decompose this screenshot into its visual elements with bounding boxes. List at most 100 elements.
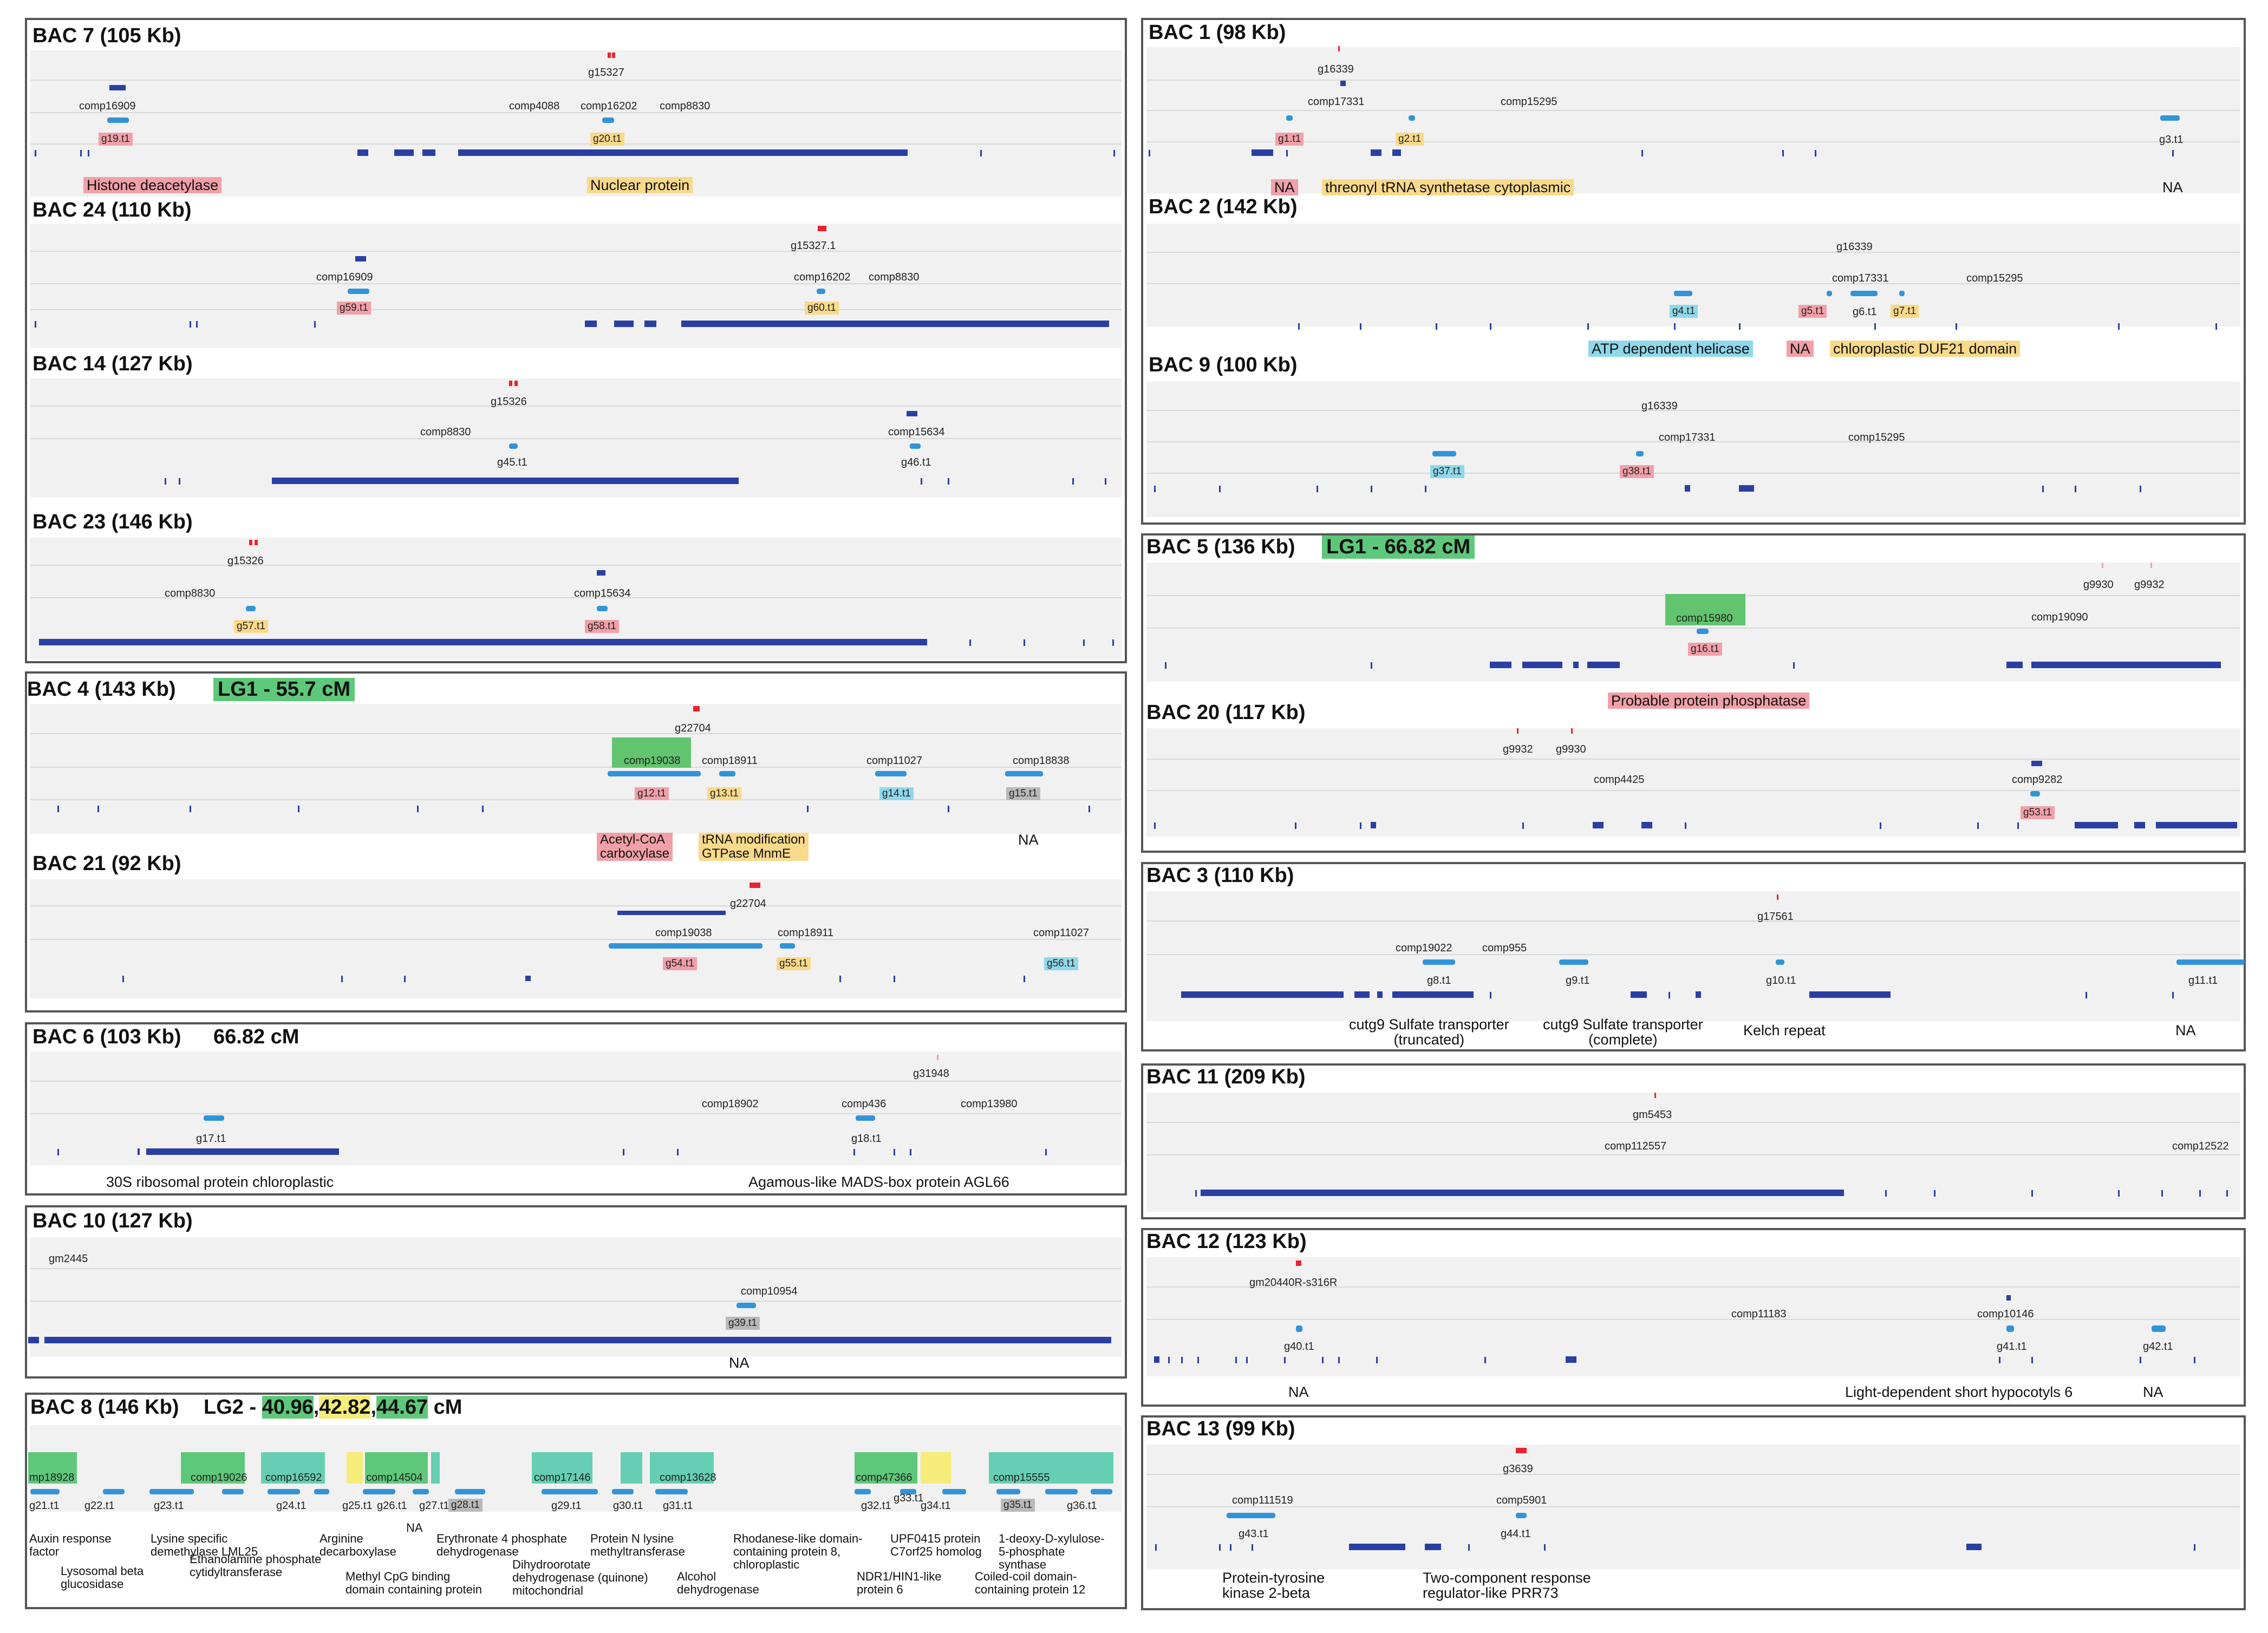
gene-label: comp15295 bbox=[1966, 272, 2023, 284]
scaffold-track bbox=[35, 149, 1115, 156]
track-rule bbox=[30, 283, 1122, 284]
marker bbox=[612, 53, 615, 58]
track-band bbox=[30, 1051, 1122, 1165]
gene-model bbox=[1827, 291, 1832, 296]
bac12-title: BAC 12 (123 Kb) bbox=[1146, 1230, 1307, 1253]
gene-label: g16339 bbox=[1641, 400, 1678, 412]
panel-bac13: BAC 13 (99 Kb) g3639 comp111519 comp5901… bbox=[1141, 1415, 2246, 1610]
scaffold-track bbox=[57, 806, 1090, 812]
annotation: Lysine specific demethylase LML25 bbox=[151, 1532, 258, 1558]
gene-label: comp955 bbox=[1482, 942, 1527, 954]
marker bbox=[937, 1055, 939, 1060]
gene-model bbox=[1286, 115, 1293, 121]
track-rule bbox=[30, 905, 1122, 906]
bac24-block: BAC 24 (110 Kb) g15327.1 comp16909 comp1… bbox=[27, 193, 1125, 350]
track-rule bbox=[1146, 1506, 2240, 1507]
marker bbox=[1654, 1093, 1656, 1098]
gene-model bbox=[719, 771, 735, 776]
bac1-block: BAC 1 (98 Kb) g16339 comp17331 comp15295… bbox=[1143, 20, 2244, 199]
annotation: Dihydroorotate dehydrogenase (quinone) m… bbox=[512, 1558, 648, 1597]
track-rule bbox=[1146, 1474, 2240, 1475]
lg2-value-1: 40.96 bbox=[262, 1396, 314, 1419]
annotation: NA bbox=[1288, 1384, 1309, 1400]
annotation: threonyl tRNA synthetase cytoplasmic bbox=[1322, 179, 1574, 195]
gene-label: comp4425 bbox=[1594, 774, 1645, 786]
gene-label: g22704 bbox=[675, 722, 711, 734]
gene-label: comp8830 bbox=[165, 587, 216, 599]
gene-box-g59: g59.t1 bbox=[337, 302, 371, 315]
synteny-block bbox=[347, 1452, 363, 1484]
annotation: Probable protein phosphatase bbox=[1608, 693, 1810, 709]
gene-model bbox=[107, 117, 129, 123]
gene-label: comp18911 bbox=[778, 927, 834, 939]
gene-label: comp16202 bbox=[581, 100, 637, 112]
track-rule bbox=[30, 565, 1122, 566]
panel-bac10: BAC 10 (127 Kb) gm2445 comp10954 g39.t1 … bbox=[25, 1205, 1127, 1379]
gene-model bbox=[609, 943, 762, 949]
gene-label-g22: g22.t1 bbox=[84, 1500, 115, 1512]
gene-label: g15327.1 bbox=[791, 240, 836, 252]
annotation: Ethanolamine phosphate cytidyltransferas… bbox=[190, 1552, 322, 1579]
synteny-block bbox=[855, 1452, 917, 1484]
panel-bac5-bac20: BAC 5 (136 Kb) LG1 - 66.82 cM g9930 g993… bbox=[1141, 533, 2246, 853]
scaffold-track bbox=[39, 639, 1114, 646]
gene-label: comp111519 bbox=[1232, 1494, 1293, 1506]
track-rule bbox=[30, 1081, 1122, 1082]
marker bbox=[693, 706, 700, 711]
track-rule bbox=[30, 1268, 1122, 1269]
track-band bbox=[1146, 1257, 2240, 1376]
bac8-title: BAC 8 (146 Kb) bbox=[30, 1396, 179, 1419]
gene-model bbox=[1776, 959, 1784, 965]
gene-label: gm5453 bbox=[1633, 1109, 1672, 1121]
track-rule bbox=[30, 80, 1122, 81]
comp-label: comp47366 bbox=[856, 1472, 913, 1484]
comp-label: comp17146 bbox=[534, 1472, 591, 1484]
gene-label: comp15634 bbox=[574, 587, 631, 599]
scaffold-track bbox=[165, 478, 1106, 485]
synteny-block bbox=[365, 1452, 428, 1484]
track-rule bbox=[1146, 1286, 2240, 1288]
annotation: NDR1/HIN1-like protein 6 bbox=[857, 1570, 942, 1596]
gene-model bbox=[817, 289, 825, 294]
annotation: Histone deacetylase bbox=[83, 177, 222, 193]
gene-label-g40: g40.t1 bbox=[1284, 1341, 1314, 1353]
marker bbox=[514, 381, 518, 386]
comp-label: mp18928 bbox=[29, 1472, 75, 1484]
gene-label-g31: g31.t1 bbox=[663, 1500, 693, 1512]
track-rule bbox=[1146, 628, 2240, 629]
track-rule bbox=[1146, 1319, 2240, 1320]
gene-model bbox=[1409, 115, 1415, 121]
scaffold-track bbox=[1149, 149, 2174, 156]
panel-bac7-bac23: BAC 7 (105 Kb) g15327 comp16909 comp4088… bbox=[25, 18, 1127, 663]
gene-label: comp10146 bbox=[1977, 1308, 2034, 1320]
bac10-title: BAC 10 (127 Kb) bbox=[32, 1210, 193, 1232]
lg2-comma: , bbox=[370, 1396, 376, 1419]
gene-label-g25: g25.t1 bbox=[342, 1500, 373, 1512]
annotation: Nuclear protein bbox=[587, 177, 693, 193]
gene-label: comp12522 bbox=[2172, 1140, 2229, 1152]
annotation: Arginine decarboxylase bbox=[320, 1532, 396, 1558]
bac4-block: BAC 4 (143 Kb) LG1 - 55.7 cM g22704 comp… bbox=[27, 674, 1125, 861]
gene-model bbox=[509, 443, 518, 449]
gene-box-g14: g14.t1 bbox=[879, 787, 914, 800]
synteny-block bbox=[989, 1452, 1113, 1484]
gene-models-row bbox=[30, 1489, 1112, 1494]
gene-label: comp15980 bbox=[1676, 612, 1733, 624]
gene-model bbox=[2152, 1325, 2166, 1332]
annotation: Alcohol dehydrogenase bbox=[677, 1570, 759, 1596]
marker bbox=[255, 540, 258, 545]
comp-label: comp13628 bbox=[660, 1472, 716, 1484]
lg2-prefix: LG2 - bbox=[204, 1396, 262, 1419]
annotation: UPF0415 protein C7orf25 homolog bbox=[890, 1532, 982, 1558]
annotation: NA bbox=[406, 1521, 423, 1534]
synteny-block bbox=[532, 1452, 592, 1484]
annotation: 1-deoxy-D-xylulose- 5-phosphate synthase bbox=[999, 1532, 1105, 1571]
gene-label-g17: g17.t1 bbox=[196, 1133, 226, 1145]
lg2-value-2: 42.82 bbox=[319, 1396, 371, 1419]
gene-label: comp17331 bbox=[1832, 272, 1889, 284]
gene-label-g23: g23.t1 bbox=[154, 1500, 184, 1512]
bac20-block: BAC 20 (117 Kb) g9932 g9930 comp4425 com… bbox=[1143, 698, 2244, 855]
gene-label: comp15295 bbox=[1501, 96, 1557, 108]
bac9-block: BAC 9 (100 Kb) g16339 comp17331 comp1529… bbox=[1143, 354, 2244, 521]
track-rule bbox=[1146, 1154, 2240, 1155]
